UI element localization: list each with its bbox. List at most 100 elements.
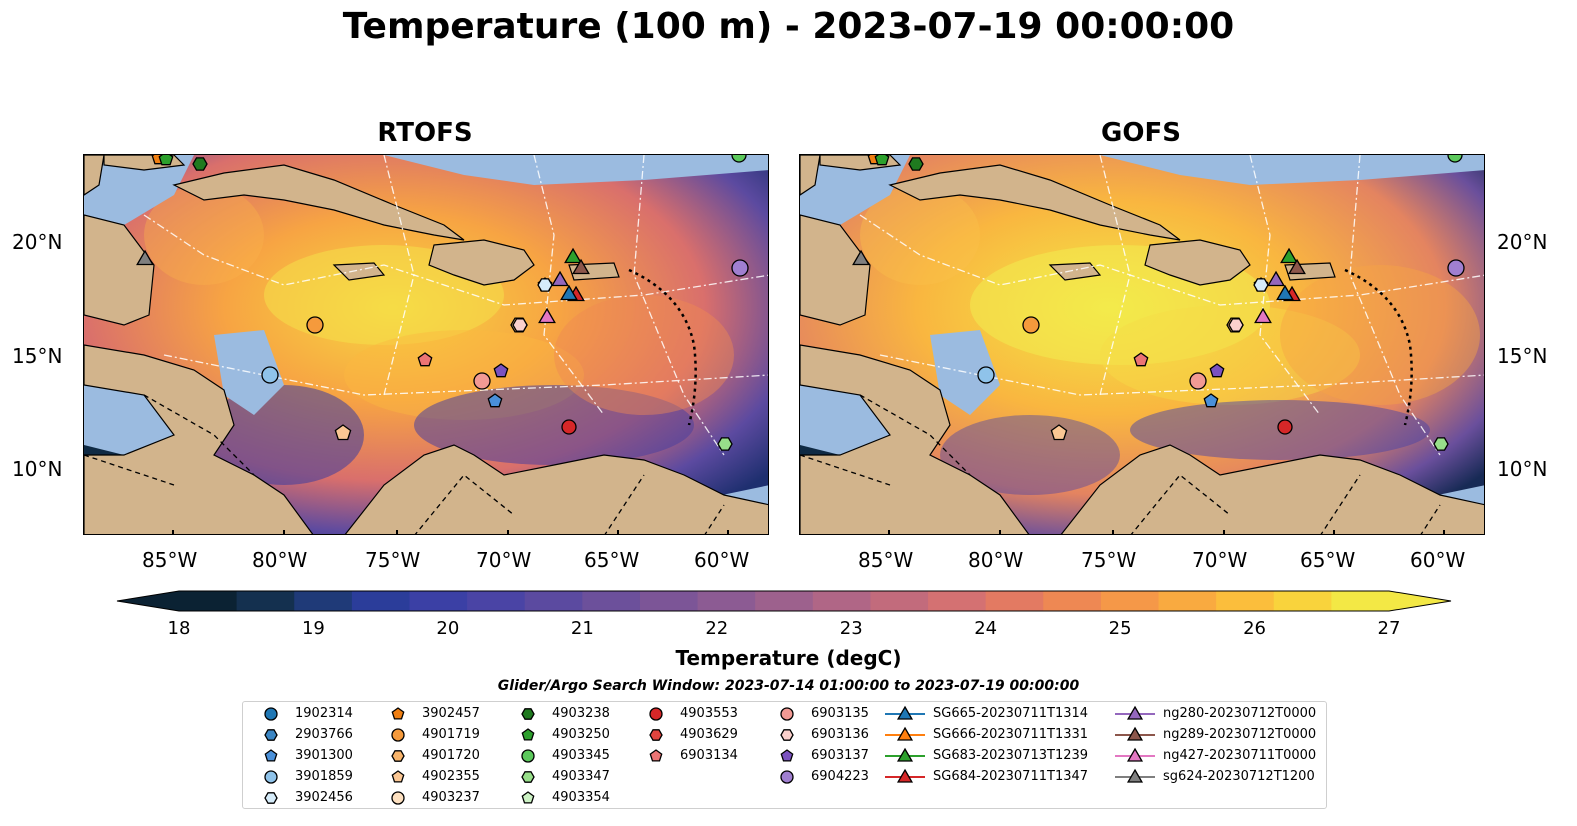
legend-label: 4903345: [552, 748, 610, 763]
eez-boundary: [633, 155, 725, 456]
lat-label-15n: 15°N: [12, 344, 63, 368]
colorbar-segment: [1273, 591, 1332, 611]
legend-symbol-hexagon: [521, 708, 535, 720]
colorbar-segment: [985, 591, 1044, 611]
eez-boundary: [163, 354, 768, 396]
eez-boundary: [859, 214, 1484, 306]
legend-symbol-triangle: [1126, 768, 1144, 783]
country-border: [84, 454, 175, 486]
hispaniola-landmass: [1144, 239, 1251, 286]
lat-label-10n-right: 10°N: [1497, 457, 1548, 481]
figure-title: Temperature (100 m) - 2023-07-19 00:00:0…: [342, 6, 1235, 47]
glider-marker: [564, 247, 582, 264]
search-window-text: Glider/Argo Search Window: 2023-07-14 01…: [497, 678, 1080, 694]
glider-marker: [1280, 247, 1298, 264]
legend-label: SG666-20230711T1331: [933, 727, 1089, 742]
glider-marker: [538, 307, 556, 324]
florida-landmass: [84, 155, 105, 196]
legend-label: 4903250: [552, 727, 610, 742]
lat-label-15n-right: 15°N: [1497, 344, 1548, 368]
central-america-landmass: [84, 344, 314, 534]
temperature-anomaly: [1280, 265, 1480, 405]
legend-marker: [1115, 747, 1155, 762]
glider-marker: [1254, 307, 1272, 324]
legend-symbol-circle: [264, 770, 278, 784]
argo-float-marker: [306, 316, 324, 334]
colorbar-segment: [179, 591, 238, 611]
legend-label: 4903238: [552, 706, 610, 721]
country-border: [800, 454, 891, 486]
legend-label: 4903237: [422, 790, 480, 805]
colorbar-tick-label: 24: [974, 618, 998, 639]
argo-float-marker: [1022, 316, 1040, 334]
colorbar-segment: [582, 591, 641, 611]
hispaniola-landmass: [428, 239, 535, 286]
argo-float-marker: [1209, 363, 1225, 378]
legend-symbol-triangle: [1126, 705, 1144, 720]
argo-float-marker: [261, 366, 279, 384]
temperature-anomaly: [860, 185, 980, 285]
temperature-anomaly: [204, 385, 364, 485]
legend-symbol-triangle: [1126, 726, 1144, 741]
lon-label-70w: 70°W: [476, 548, 532, 572]
continental-shelf: [84, 155, 194, 225]
continental-shelf: [84, 385, 174, 455]
legend-symbol-hexagon: [649, 729, 663, 741]
argo-float-marker: [158, 155, 174, 166]
colorbar-tick-label: 26: [1243, 618, 1266, 639]
legend-marker: [780, 770, 794, 784]
legend-label: 3901859: [295, 769, 353, 784]
legend-symbol-pentagon: [780, 749, 794, 762]
eez-boundary: [1099, 155, 1131, 396]
continental-shelf: [1100, 155, 1484, 185]
continental-shelf: [800, 385, 890, 455]
glider-marker: [1288, 258, 1306, 275]
argo-float-marker: [417, 352, 433, 367]
argo-float-marker: [1433, 437, 1449, 451]
legend-symbol-pentagon: [521, 791, 535, 804]
colorbar-tick-label: 18: [167, 618, 191, 639]
country-border: [414, 474, 515, 534]
legend-label: ng427-20230711T0000: [1163, 748, 1317, 763]
legend-marker: [1115, 768, 1155, 783]
legend-symbol-pentagon: [391, 770, 405, 783]
legend-marker: [885, 705, 925, 720]
eez-boundary: [1349, 155, 1441, 456]
legend-label: ng280-20230712T0000: [1163, 706, 1317, 721]
legend-marker: [391, 728, 405, 742]
glider-marker: [551, 270, 569, 287]
argo-float-marker: [334, 424, 352, 441]
argo-float-marker: [1447, 155, 1463, 163]
lon-label-70w-right: 70°W: [1192, 548, 1248, 572]
legend-label: 4901719: [422, 727, 480, 742]
lat-label-20n: 20°N: [12, 230, 63, 254]
argo-float-marker: [977, 366, 995, 384]
legend-marker: [264, 792, 278, 804]
legend-symbol-pentagon: [521, 728, 535, 741]
legend-marker: [521, 728, 535, 741]
colorbar-tick-label: 19: [301, 618, 325, 639]
colorbar-label: Temperature (degC): [675, 646, 902, 670]
lon-label-60w-right: 60°W: [1410, 548, 1466, 572]
legend-marker: [649, 729, 663, 741]
legend-marker: [391, 770, 405, 783]
argo-float-marker: [473, 372, 491, 390]
legend-marker: [521, 771, 535, 783]
legend-label: 6904223: [811, 769, 869, 784]
legend-label: 4901720: [422, 748, 480, 763]
panel-title-rtofs: RTOFS: [377, 118, 473, 148]
yucatan-landmass: [84, 214, 155, 326]
lat-label-20n-right: 20°N: [1497, 230, 1548, 254]
argo-float-marker: [874, 155, 890, 166]
legend-label: 3901300: [295, 748, 353, 763]
legend-symbol-circle: [391, 728, 405, 742]
argo-float-marker: [731, 155, 747, 163]
legend: 1902314 2903766 3901300 3901859 3902456 39024…: [242, 701, 1327, 809]
argo-float-marker: [192, 157, 208, 171]
colorbar-segment: [524, 591, 583, 611]
argo-float-marker: [561, 419, 577, 435]
colorbar-segment: [1043, 591, 1102, 611]
colorbar-extend-min: [117, 591, 179, 611]
legend-marker: [521, 791, 535, 804]
legend-marker: [649, 707, 663, 721]
